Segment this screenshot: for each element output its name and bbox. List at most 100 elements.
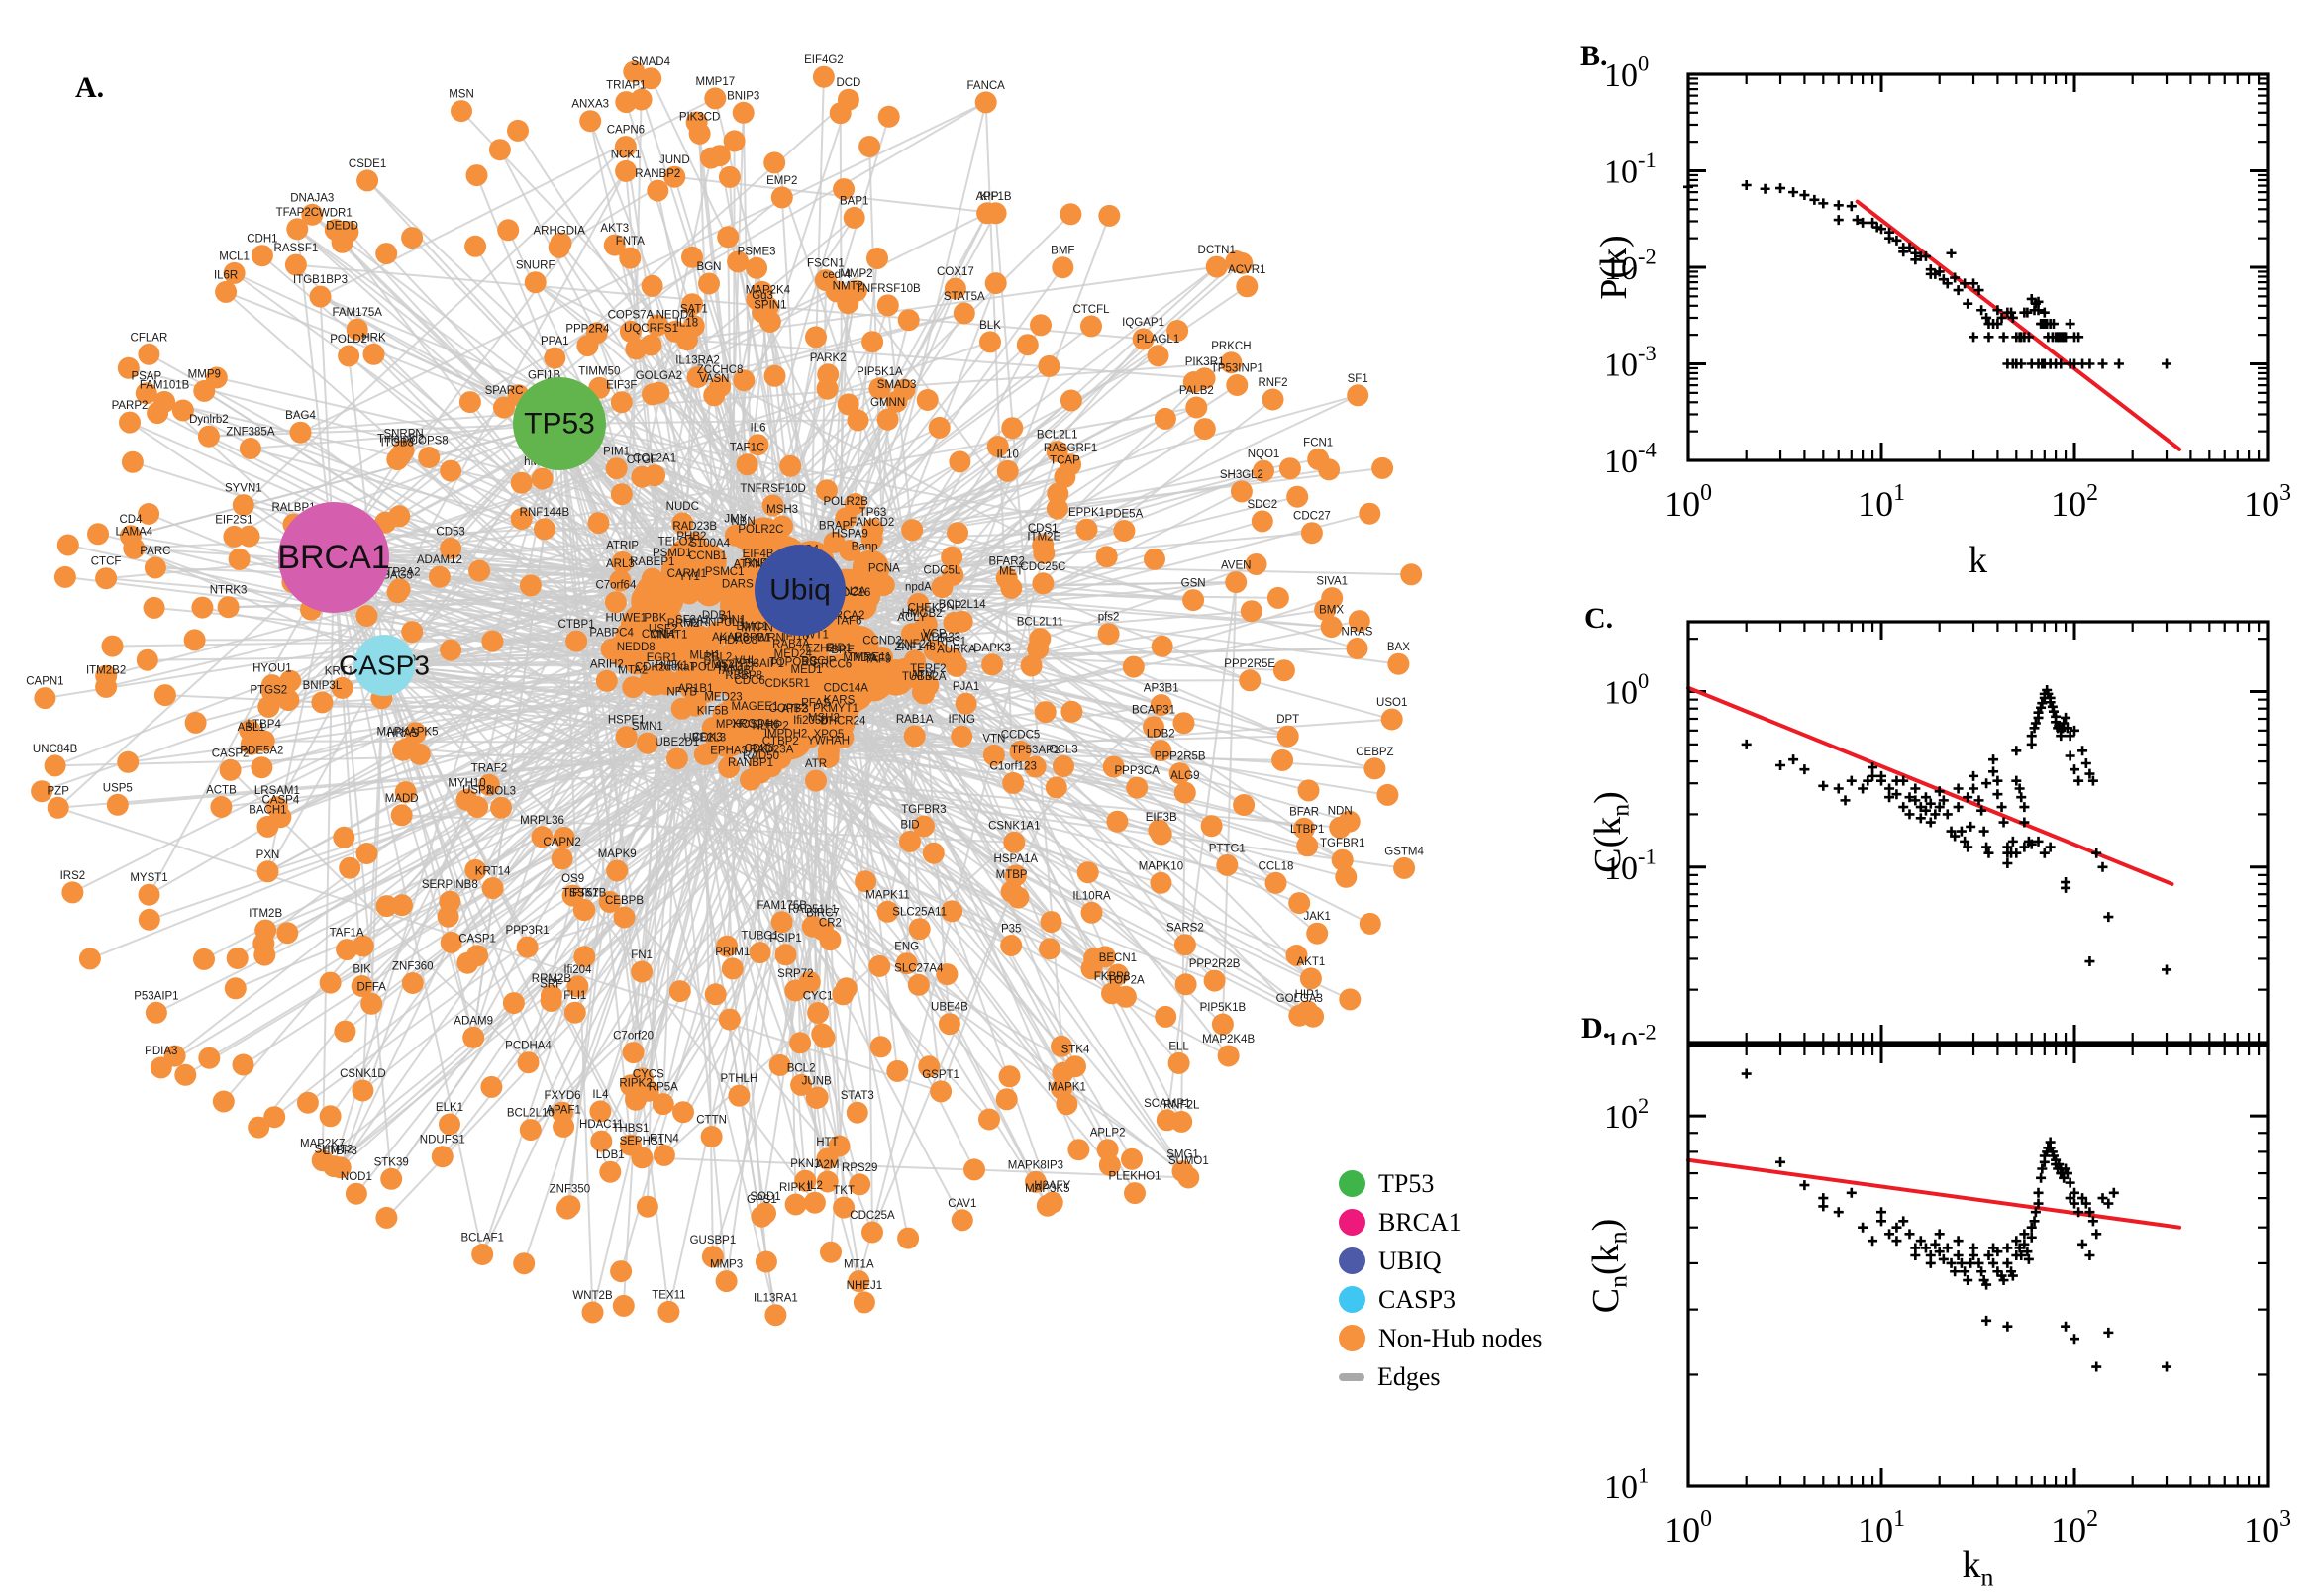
network-node — [210, 796, 233, 818]
fit-line — [1855, 199, 2182, 451]
network-node — [1124, 1182, 1146, 1205]
network-node — [619, 320, 642, 343]
network-node — [1150, 871, 1172, 894]
network-node — [949, 450, 971, 473]
network-node — [1121, 1147, 1143, 1170]
gene-label: JAK1 — [1303, 911, 1331, 923]
network-node — [456, 951, 479, 974]
network-node — [1216, 853, 1239, 876]
network-node — [360, 992, 383, 1015]
network-node — [806, 1086, 829, 1109]
gene-label: ABL1 — [238, 722, 265, 734]
gene-label: NDUFS1 — [420, 1135, 465, 1147]
network-node — [1231, 251, 1254, 274]
panel-b-label: B. — [1580, 40, 1608, 72]
chart-clustering-coefficient: 100 10-1 10-2 C(kn​) — [1587, 620, 2270, 1045]
network-node — [253, 944, 276, 966]
network-node — [913, 682, 936, 705]
gene-label: MAPKAPK5 — [377, 726, 439, 738]
gene-label: BNIP3 — [727, 90, 759, 102]
network-node — [517, 1051, 540, 1074]
network-node — [481, 630, 504, 652]
network-node-labels: TP53BP1RFC1YY1EGR1XRCC4HMGB2BRCA2EZH2TP6… — [26, 54, 1424, 1304]
gene-label: CDK8 — [744, 744, 774, 755]
network-node — [615, 624, 638, 646]
gene-label: BMF — [1051, 246, 1074, 257]
network-node — [876, 900, 899, 923]
network-node — [497, 219, 520, 242]
gene-label: ARIH2 — [590, 658, 624, 670]
network-node — [861, 331, 884, 353]
network-node — [868, 377, 891, 400]
network-node — [375, 895, 398, 918]
hub-label: BRCA1 — [277, 539, 389, 576]
network-node — [356, 169, 379, 192]
gene-label: ZNF24 — [897, 639, 933, 650]
gene-label: JUNB — [802, 1076, 832, 1088]
gene-label: Ifi204 — [563, 964, 592, 976]
gene-label: CEBPZ — [1356, 747, 1393, 758]
legend-label: BRCA1 — [1378, 1207, 1462, 1237]
gene-label: CD53 — [436, 526, 464, 538]
network-node — [1217, 1045, 1240, 1067]
gene-label: PPP2R5B — [1155, 751, 1206, 763]
gene-label: MMP17 — [695, 76, 735, 88]
network-node — [1004, 864, 1027, 887]
network-node — [1150, 694, 1172, 716]
network-node — [1339, 988, 1362, 1011]
gene-label: HDAC11 — [579, 1119, 624, 1131]
network-node — [1052, 256, 1074, 279]
network-node — [1348, 610, 1370, 633]
network-node — [1272, 659, 1295, 682]
network-node — [468, 559, 491, 582]
gene-label: HRAS — [387, 728, 419, 740]
gene-label: ITM2B — [249, 908, 282, 920]
network-node — [561, 884, 584, 907]
network-node — [1173, 781, 1196, 804]
network-node — [1393, 856, 1416, 879]
gene-label: PALB2 — [1179, 385, 1214, 397]
network-node — [1024, 755, 1047, 778]
gene-label: SLC25A11 — [892, 907, 947, 919]
network-node — [1036, 1194, 1059, 1217]
network-node — [1151, 635, 1173, 657]
network-node — [698, 272, 720, 295]
data-points — [1683, 180, 2172, 369]
gene-label: AKAP8 — [712, 632, 749, 644]
gene-label: TAF9 — [864, 654, 891, 666]
network-node — [760, 755, 782, 778]
network-node — [604, 591, 627, 614]
gene-label: CCND2 — [862, 636, 902, 648]
gene-label: PARK2 — [810, 352, 847, 364]
network-node — [380, 1167, 403, 1190]
network-node — [1067, 1139, 1090, 1161]
gene-label: RIPK2 — [619, 1077, 652, 1089]
gene-label: YWHAH — [807, 736, 850, 748]
network-node — [671, 512, 694, 535]
gene-label: IL10 — [997, 449, 1019, 460]
gene-label: GPS1 — [747, 1194, 777, 1206]
network-node — [832, 655, 855, 678]
gene-label: PPP3R1 — [506, 925, 550, 937]
network-node — [1122, 655, 1145, 678]
gene-label: BAP1 — [840, 195, 868, 207]
gene-label: MAGEE1 — [732, 701, 779, 713]
gene-label: SIVA1 — [1316, 576, 1348, 588]
tick-marks — [1686, 72, 2270, 462]
gene-label: MT1A — [844, 1259, 874, 1271]
network-node — [663, 165, 686, 188]
hub-node-casp3: CASP3 — [339, 635, 430, 696]
network-node — [942, 563, 964, 586]
gene-label: CSNK1A1 — [988, 820, 1040, 832]
network-node — [219, 758, 242, 781]
gene-label: POLR2B — [824, 496, 869, 508]
network-node — [1225, 571, 1248, 594]
gene-label: HYOU1 — [252, 663, 292, 675]
gene-label: RTN4 — [650, 1133, 679, 1145]
network-node — [807, 1002, 830, 1024]
network-node — [1155, 1005, 1177, 1028]
gene-label: CD4 — [119, 514, 143, 526]
network-node — [912, 815, 935, 838]
gene-label: NFYB — [666, 686, 697, 698]
gene-label: TEX11 — [652, 1289, 685, 1301]
